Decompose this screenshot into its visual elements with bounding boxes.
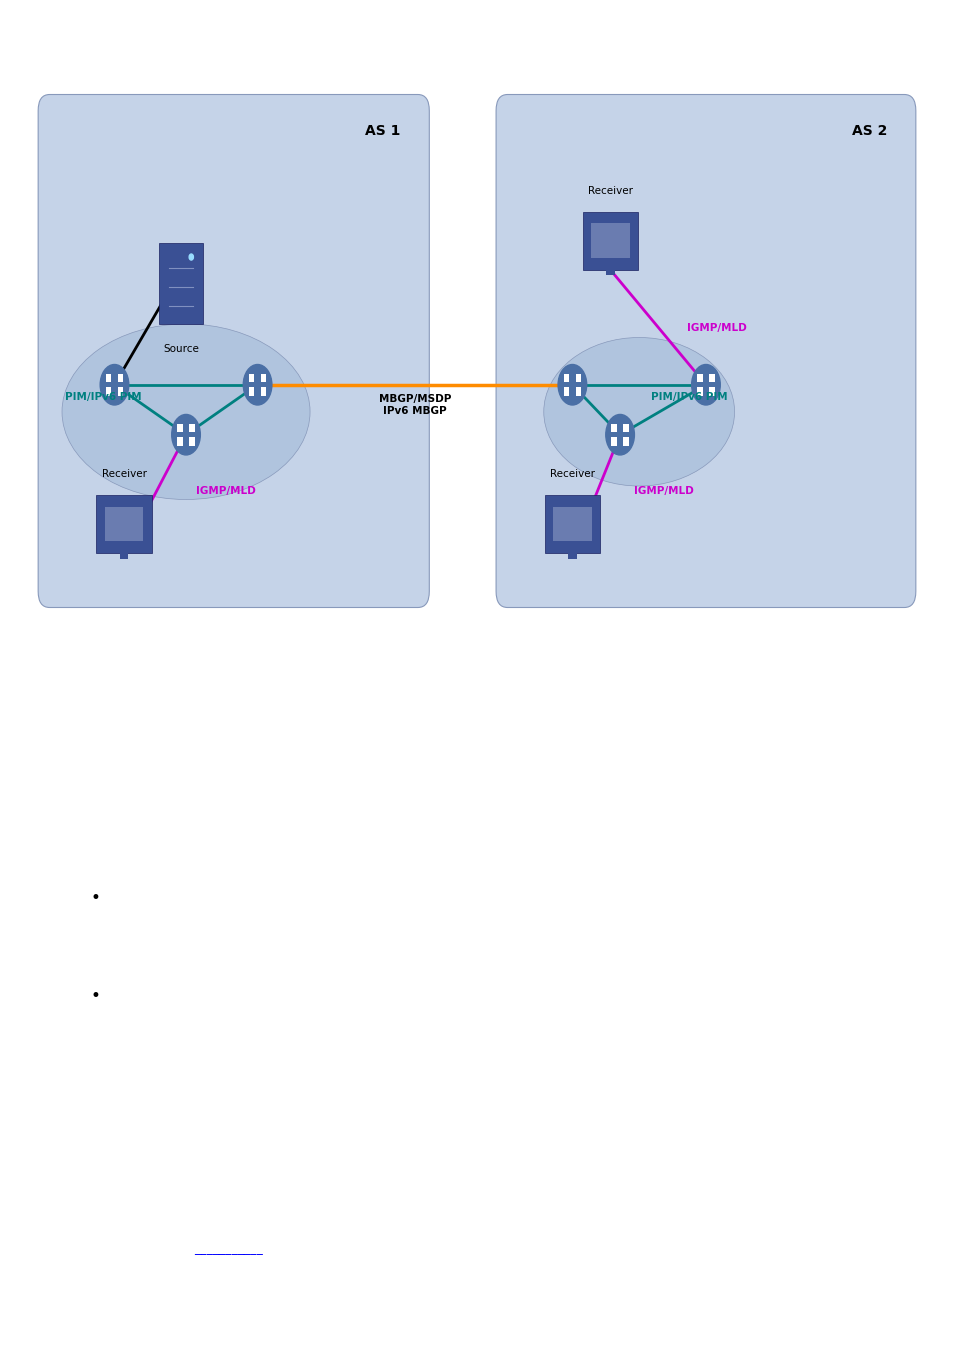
- FancyBboxPatch shape: [553, 506, 591, 541]
- Text: ___________: ___________: [194, 1242, 263, 1256]
- FancyBboxPatch shape: [697, 387, 702, 396]
- FancyBboxPatch shape: [260, 374, 266, 382]
- FancyBboxPatch shape: [611, 424, 617, 432]
- FancyBboxPatch shape: [177, 424, 183, 432]
- Circle shape: [691, 364, 720, 405]
- Circle shape: [558, 364, 586, 405]
- Text: Source: Source: [163, 344, 199, 354]
- FancyBboxPatch shape: [575, 387, 580, 396]
- Text: AS 1: AS 1: [365, 124, 400, 138]
- Ellipse shape: [543, 338, 734, 486]
- Text: Receiver: Receiver: [101, 470, 147, 479]
- Text: AS 2: AS 2: [851, 124, 886, 138]
- FancyBboxPatch shape: [96, 495, 152, 554]
- Text: Receiver: Receiver: [549, 470, 595, 479]
- FancyBboxPatch shape: [575, 374, 580, 382]
- FancyBboxPatch shape: [563, 387, 569, 396]
- FancyBboxPatch shape: [496, 95, 915, 608]
- FancyBboxPatch shape: [189, 437, 194, 446]
- FancyBboxPatch shape: [117, 374, 123, 382]
- FancyBboxPatch shape: [591, 223, 629, 258]
- Text: MBGP/MSDP
IPv6 MBGP: MBGP/MSDP IPv6 MBGP: [378, 394, 451, 416]
- FancyBboxPatch shape: [606, 265, 614, 275]
- FancyBboxPatch shape: [249, 387, 254, 396]
- FancyBboxPatch shape: [260, 387, 266, 396]
- FancyBboxPatch shape: [105, 506, 143, 541]
- FancyBboxPatch shape: [611, 437, 617, 446]
- FancyBboxPatch shape: [708, 374, 714, 382]
- Ellipse shape: [62, 324, 310, 500]
- Circle shape: [605, 414, 634, 455]
- FancyBboxPatch shape: [117, 387, 123, 396]
- FancyBboxPatch shape: [582, 212, 638, 270]
- Text: IGMP/MLD: IGMP/MLD: [195, 486, 255, 497]
- Circle shape: [243, 364, 272, 405]
- FancyBboxPatch shape: [249, 374, 254, 382]
- Text: IGMP/MLD: IGMP/MLD: [686, 323, 746, 333]
- FancyBboxPatch shape: [159, 243, 203, 324]
- Text: PIM/IPv6 PIM: PIM/IPv6 PIM: [650, 392, 726, 402]
- FancyBboxPatch shape: [120, 548, 128, 559]
- Circle shape: [189, 254, 193, 261]
- FancyBboxPatch shape: [189, 424, 194, 432]
- FancyBboxPatch shape: [697, 374, 702, 382]
- FancyBboxPatch shape: [622, 424, 628, 432]
- Circle shape: [100, 364, 129, 405]
- Text: •: •: [91, 987, 100, 1006]
- FancyBboxPatch shape: [38, 95, 429, 608]
- FancyBboxPatch shape: [106, 374, 112, 382]
- FancyBboxPatch shape: [708, 387, 714, 396]
- Text: PIM/IPv6 PIM: PIM/IPv6 PIM: [65, 392, 141, 402]
- FancyBboxPatch shape: [563, 374, 569, 382]
- FancyBboxPatch shape: [177, 437, 183, 446]
- Circle shape: [172, 414, 200, 455]
- Text: Receiver: Receiver: [587, 186, 633, 196]
- FancyBboxPatch shape: [622, 437, 628, 446]
- Text: IGMP/MLD: IGMP/MLD: [634, 486, 694, 497]
- FancyBboxPatch shape: [568, 548, 576, 559]
- Text: •: •: [91, 888, 100, 907]
- FancyBboxPatch shape: [106, 387, 112, 396]
- FancyBboxPatch shape: [544, 495, 599, 554]
